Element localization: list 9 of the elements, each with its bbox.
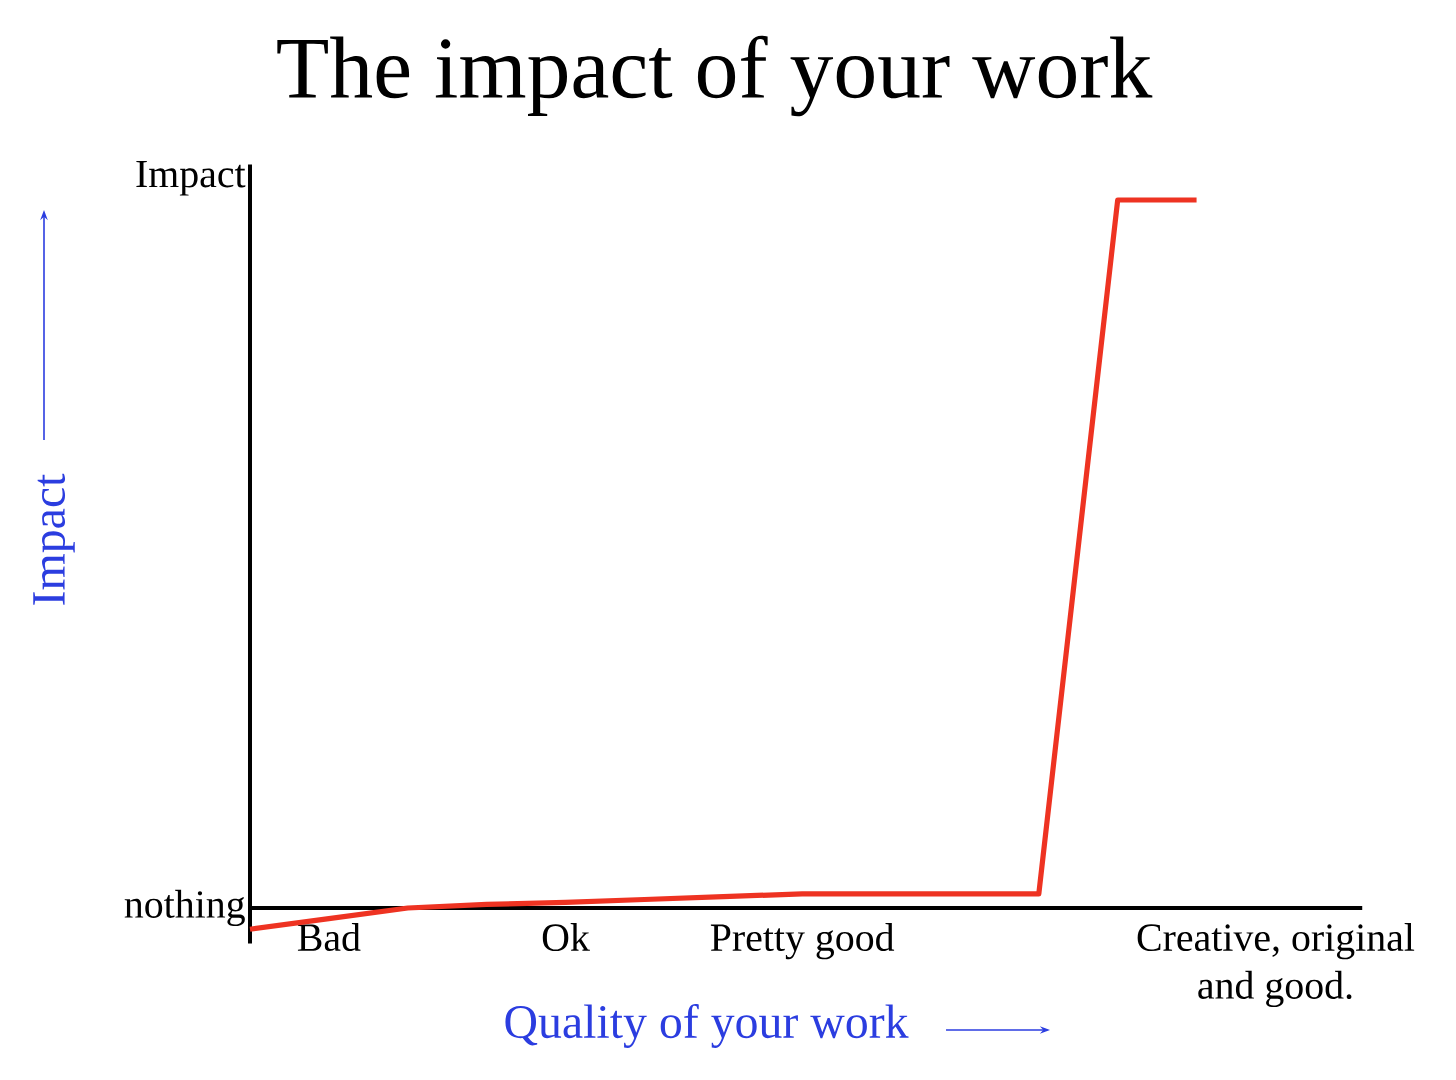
x-tick-label: Creative, original and good. xyxy=(1137,923,1415,1008)
x-tick-label: Pretty good xyxy=(710,923,895,960)
chart-title: The impact of your work xyxy=(277,35,1153,117)
x-tick-label: Ok xyxy=(542,923,590,952)
y-axis-title: Impact xyxy=(33,473,75,605)
x-tick-label: Bad xyxy=(297,923,361,952)
text: Impact xyxy=(136,161,246,196)
text: nothing xyxy=(124,889,245,927)
x-axis-title: Quality of your work xyxy=(505,1004,909,1048)
